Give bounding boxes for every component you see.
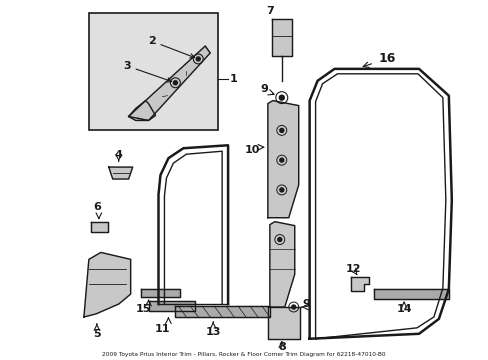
Text: 12: 12 (345, 264, 361, 274)
Polygon shape (351, 277, 368, 291)
Text: 2: 2 (147, 36, 194, 58)
Text: 2009 Toyota Prius Interior Trim - Pillars, Rocker & Floor Corner Trim Diagram fo: 2009 Toyota Prius Interior Trim - Pillar… (102, 352, 385, 357)
Text: 16: 16 (378, 53, 395, 66)
Polygon shape (128, 46, 210, 121)
Polygon shape (373, 289, 448, 299)
Circle shape (279, 158, 283, 162)
Text: 11: 11 (154, 324, 170, 334)
Text: 5: 5 (93, 329, 101, 339)
Polygon shape (128, 100, 155, 121)
Text: 8: 8 (277, 342, 285, 352)
Text: 7: 7 (265, 6, 273, 16)
Text: 15: 15 (136, 304, 151, 314)
Polygon shape (108, 167, 132, 179)
Polygon shape (269, 222, 294, 307)
Text: 4: 4 (115, 150, 122, 160)
Polygon shape (91, 222, 107, 231)
Circle shape (277, 238, 281, 242)
Polygon shape (84, 252, 130, 317)
Circle shape (173, 81, 177, 85)
Text: 6: 6 (93, 202, 101, 212)
Bar (89, 13, 218, 130)
Polygon shape (271, 19, 291, 56)
Text: 1: 1 (230, 74, 237, 84)
Polygon shape (141, 289, 180, 297)
Text: 9: 9 (302, 299, 310, 309)
Text: 10: 10 (244, 145, 259, 155)
Circle shape (291, 305, 295, 309)
Polygon shape (175, 306, 269, 317)
Text: 3: 3 (123, 61, 171, 82)
Circle shape (196, 57, 200, 61)
Circle shape (279, 129, 283, 132)
Polygon shape (148, 301, 195, 311)
Text: 13: 13 (205, 327, 221, 337)
Polygon shape (267, 100, 298, 218)
Text: 9: 9 (260, 84, 267, 94)
Polygon shape (267, 307, 299, 339)
Circle shape (279, 95, 284, 100)
Text: 14: 14 (395, 304, 411, 314)
Circle shape (279, 188, 283, 192)
